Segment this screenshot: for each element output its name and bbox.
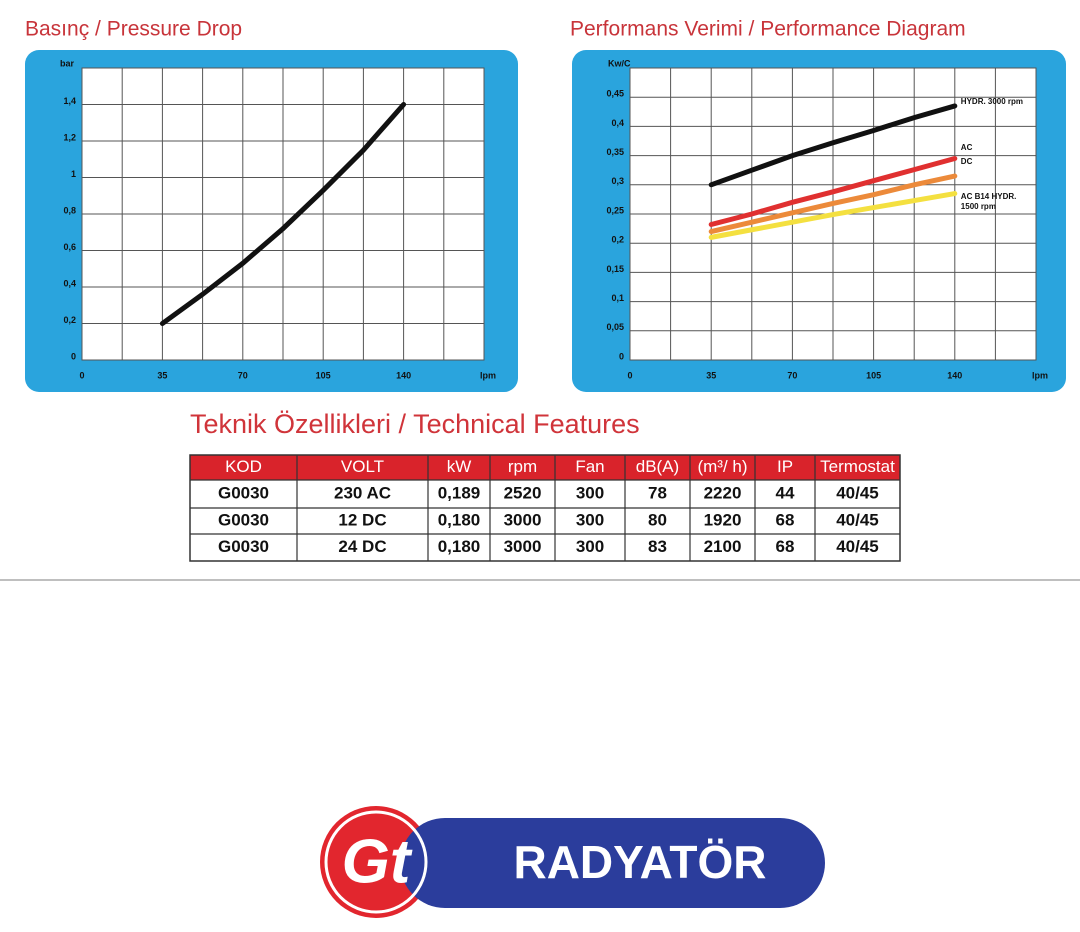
table-header-cell: kW: [447, 457, 472, 476]
data-line: [708, 103, 958, 188]
y-axis-label: Kw/C: [608, 58, 631, 68]
y-tick-label: 0,2: [611, 235, 624, 245]
x-axis-label: lpm: [480, 370, 496, 380]
x-tick-label: 105: [316, 370, 331, 380]
table-header-cell: Termostat: [820, 457, 895, 476]
x-tick-label: 140: [947, 370, 962, 380]
y-tick-label: 0,05: [606, 322, 624, 332]
table-header-cell: rpm: [508, 457, 537, 476]
x-tick-label: 70: [238, 370, 248, 380]
legend-label: AC: [960, 142, 973, 152]
logo-mark: Gt: [342, 827, 413, 896]
y-tick-label: 0: [619, 351, 624, 361]
table-title: Teknik Özellikleri / Technical Features: [190, 409, 640, 439]
table-cell: 3000: [504, 510, 542, 529]
y-tick-label: 0: [71, 351, 76, 361]
data-line: [159, 102, 407, 326]
y-tick-label: 1,2: [63, 132, 76, 142]
y-tick-label: 0,8: [63, 205, 76, 215]
y-tick-label: 0,1: [611, 293, 624, 303]
table-cell: 300: [576, 510, 604, 529]
y-tick-label: 0,4: [611, 118, 624, 128]
x-axis-label: lpm: [1032, 370, 1048, 380]
chart-title: Performans Verimi / Performance Diagram: [570, 18, 966, 41]
table-cell: 1920: [704, 510, 742, 529]
table-cell: 44: [776, 483, 795, 502]
x-tick-label: 0: [627, 370, 632, 380]
table-cell: 40/45: [836, 537, 879, 556]
y-axis-label: bar: [60, 58, 75, 68]
table-cell: G0030: [218, 483, 269, 502]
series-label: AC B14 HYDR. 1500 rpm: [960, 191, 1017, 211]
logo-ring: [324, 810, 428, 914]
logo-pill: [400, 818, 825, 908]
table-cell: 68: [776, 537, 795, 556]
table-cell: 80: [648, 510, 667, 529]
data-line: [708, 191, 958, 240]
table-cell: 83: [648, 537, 667, 556]
table-cell: 0,189: [438, 483, 481, 502]
y-tick-label: 0,3: [611, 176, 624, 186]
y-tick-label: 0,35: [606, 147, 624, 157]
table-header-cell: (m³/ h): [697, 457, 747, 476]
x-tick-label: 140: [396, 370, 411, 380]
series-label: AC: [960, 142, 973, 152]
table-cell: 12 DC: [338, 510, 386, 529]
table-cell: 0,180: [438, 510, 481, 529]
table-cell: 230 AC: [334, 483, 391, 502]
table-cell: 2220: [704, 483, 742, 502]
table-header-cell: dB(A): [636, 457, 679, 476]
y-tick-label: 0,25: [606, 205, 624, 215]
y-tick-label: 0,15: [606, 264, 624, 274]
y-tick-label: 1: [71, 169, 76, 179]
logo-text: RADYATÖR: [513, 836, 766, 888]
table-cell: 2520: [504, 483, 542, 502]
legend-label: AC B14 HYDR. 1500 rpm: [960, 191, 1017, 211]
x-tick-label: 35: [157, 370, 167, 380]
legend-label: DC: [960, 157, 973, 167]
series-label: HYDR. 3000 rpm: [960, 96, 1024, 106]
table-header-bg: [190, 455, 900, 480]
table-cell: 40/45: [836, 510, 879, 529]
data-line: [708, 173, 958, 235]
y-tick-label: 0,4: [63, 278, 76, 288]
legend-label: HYDR. 3000 rpm: [960, 96, 1024, 106]
table-cell: 0,180: [438, 537, 481, 556]
chart-title: Basınç / Pressure Drop: [25, 18, 242, 41]
x-tick-label: 105: [866, 370, 881, 380]
table-cell: 2100: [704, 537, 742, 556]
table-cell: 300: [576, 483, 604, 502]
table-header-cell: Fan: [575, 457, 604, 476]
table-header-cell: VOLT: [341, 457, 384, 476]
table-cell: 3000: [504, 537, 542, 556]
table-cell: 300: [576, 537, 604, 556]
table-header-cell: KOD: [225, 457, 262, 476]
x-tick-label: 35: [706, 370, 716, 380]
table-cell: 40/45: [836, 483, 879, 502]
table-cell: G0030: [218, 537, 269, 556]
x-tick-label: 70: [787, 370, 797, 380]
table-cell: 24 DC: [338, 537, 386, 556]
table-header-cell: IP: [777, 457, 793, 476]
table-cell: G0030: [218, 510, 269, 529]
y-tick-label: 0,6: [63, 242, 76, 252]
x-tick-label: 0: [79, 370, 84, 380]
y-tick-label: 0,2: [63, 315, 76, 325]
y-tick-label: 0,45: [606, 89, 624, 99]
table-cell: 68: [776, 510, 795, 529]
data-line: [708, 156, 958, 228]
table-cell: 78: [648, 483, 667, 502]
y-tick-label: 1,4: [63, 96, 76, 106]
series-label: DC: [960, 157, 973, 167]
logo-circle: [320, 806, 432, 918]
